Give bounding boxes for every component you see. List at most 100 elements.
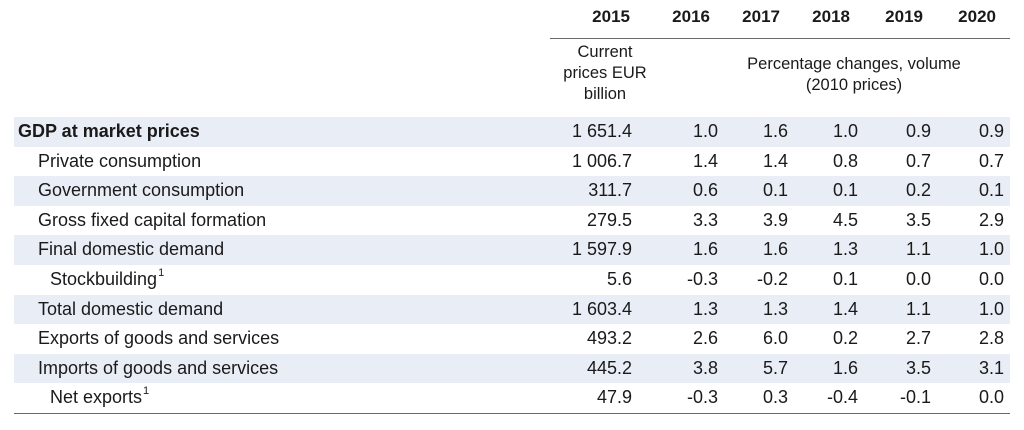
table-row: Final domestic demand 1 597.9 1.6 1.6 1.3 1.1… (14, 235, 1010, 265)
cell-2019: 1.1 (905, 239, 931, 260)
cell-2016: 3.8 (692, 357, 718, 378)
cell-2016: -0.3 (686, 268, 718, 289)
cell-2015: 1 006.7 (571, 150, 632, 171)
row-label-text: Total domestic demand (38, 298, 224, 319)
cell-2017: -0.2 (756, 268, 788, 289)
cell-2019: 0.7 (905, 150, 931, 171)
cell-2019: 1.1 (905, 298, 931, 319)
row-label-text: Private consumption (38, 150, 202, 171)
cell-2018: 1.0 (832, 121, 858, 141)
bottom-rule (14, 412, 1010, 414)
cell-2015: 493.2 (586, 328, 632, 349)
row-label: GDP at market prices (18, 121, 200, 142)
row-label-text: Imports of goods and services (38, 357, 279, 378)
cell-2018: 0.1 (832, 268, 858, 289)
table-row: Private consumption 1 006.7 1.4 1.4 0.8 0.7 0.… (14, 147, 1010, 177)
cell-2017: 0.3 (762, 387, 788, 408)
cell-2019: 3.5 (905, 209, 931, 230)
row-label-text: Government consumption (38, 180, 245, 201)
cell-2020: 0.9 (978, 121, 1004, 141)
cell-2018: 0.1 (832, 180, 858, 201)
cell-2018: -0.4 (826, 387, 858, 408)
year-header-2020: 2020 (958, 7, 996, 26)
current-prices-line: prices EUR (563, 64, 647, 82)
cell-2020: 0.0 (978, 387, 1004, 408)
row-label: Total domestic demand (38, 299, 223, 320)
year-header-2019: 2019 (885, 7, 923, 26)
row-label: Imports of goods and services (38, 358, 278, 379)
cell-2020: 1.0 (978, 239, 1004, 260)
row-label-text: GDP at market prices (18, 121, 200, 141)
percentage-changes-line: Percentage changes, volume (747, 55, 961, 73)
cell-2019: 0.9 (905, 121, 931, 141)
cell-2017: 5.7 (762, 357, 788, 378)
row-label: Gross fixed capital formation (38, 210, 266, 231)
row-label: Private consumption (38, 151, 201, 172)
cell-2018: 1.6 (832, 357, 858, 378)
current-prices-header: Current prices EUR billion (554, 42, 656, 105)
table-row: Net exports1 47.9 -0.3 0.3 -0.4 -0.1 0.0 (14, 383, 1010, 413)
table-row: GDP at market prices 1 651.4 1.0 1.6 1.0 0.9 0… (14, 117, 1010, 147)
cell-2018: 0.2 (832, 328, 858, 349)
table-body: GDP at market prices 1 651.4 1.0 1.6 1.0 0.9 0… (14, 117, 1010, 413)
cell-2016: 1.6 (692, 239, 718, 260)
cell-2019: 2.7 (905, 328, 931, 349)
cell-2016: 2.6 (692, 328, 718, 349)
cell-2016: 1.0 (692, 121, 718, 141)
cell-2017: 0.1 (762, 180, 788, 201)
cell-2020: 2.9 (978, 209, 1004, 230)
year-header-2015: 2015 (592, 7, 630, 26)
footnote-marker: 1 (143, 385, 150, 398)
cell-2015: 279.5 (586, 209, 632, 230)
cell-2019: 0.0 (905, 268, 931, 289)
cell-2020: 0.7 (978, 150, 1004, 171)
current-prices-line: billion (583, 85, 627, 103)
cell-2016: 1.3 (692, 298, 718, 319)
row-label-text: Final domestic demand (38, 239, 225, 260)
cell-2017: 1.6 (762, 239, 788, 260)
cell-2019: 0.2 (905, 180, 931, 201)
cell-2015: 1 651.4 (571, 121, 632, 141)
cell-2015: 47.9 (596, 387, 632, 408)
row-label: Final domestic demand (38, 239, 224, 260)
row-label-text: Net exports (50, 387, 143, 408)
cell-2019: -0.1 (899, 387, 931, 408)
cell-2018: 1.3 (832, 239, 858, 260)
cell-2020: 0.0 (978, 268, 1004, 289)
column-units-header: Current prices EUR billion Percentage ch… (14, 39, 1010, 117)
economic-projections-table: 2015 2016 2017 2018 2019 2020 Current pr… (14, 0, 1010, 414)
table-row: Imports of goods and services 445.2 3.8 5.7… (14, 353, 1010, 384)
table-row: Exports of goods and services 493.2 2.6 6.0… (14, 324, 1010, 354)
year-header-row: 2015 2016 2017 2018 2019 2020 (550, 0, 1010, 39)
row-label: Stockbuilding1 (50, 267, 164, 290)
row-label: Net exports1 (50, 385, 150, 408)
year-header-2018: 2018 (812, 7, 850, 26)
cell-2016: -0.3 (686, 387, 718, 408)
cell-2020: 2.8 (978, 328, 1004, 349)
cell-2020: 3.1 (978, 357, 1004, 378)
row-label-text: Stockbuilding (50, 268, 158, 289)
percentage-changes-line: (2010 prices) (805, 76, 903, 94)
cell-2020: 1.0 (978, 298, 1004, 319)
cell-2016: 0.6 (692, 180, 718, 201)
cell-2015: 445.2 (586, 357, 632, 378)
cell-2017: 1.6 (762, 121, 788, 141)
row-label: Exports of goods and services (38, 328, 279, 349)
row-label: Government consumption (38, 180, 244, 201)
cell-2015: 1 597.9 (571, 239, 632, 260)
row-label-text: Exports of goods and services (38, 328, 280, 349)
cell-2015: 311.7 (588, 180, 632, 201)
year-header-2017: 2017 (742, 7, 780, 26)
cell-2018: 4.5 (832, 209, 858, 230)
table-row: Government consumption 311.7 0.6 0.1 0.1 0.2 0… (14, 176, 1010, 206)
current-prices-line: Current (577, 43, 633, 61)
cell-2018: 0.8 (832, 150, 858, 171)
cell-2017: 3.9 (762, 209, 788, 230)
table-row: Gross fixed capital formation 279.5 3.3 3.9… (14, 206, 1010, 236)
percentage-changes-header: Percentage changes, volume (2010 prices) (704, 54, 1004, 96)
table-row: Stockbuilding1 5.6 -0.3 -0.2 0.1 0.0 0.0 (14, 265, 1010, 295)
cell-2016: 3.3 (692, 209, 718, 230)
cell-2018: 1.4 (832, 298, 858, 319)
cell-2017: 6.0 (762, 328, 788, 349)
table-row: Total domestic demand 1 603.4 1.3 1.3 1.4 1.1… (14, 294, 1010, 325)
